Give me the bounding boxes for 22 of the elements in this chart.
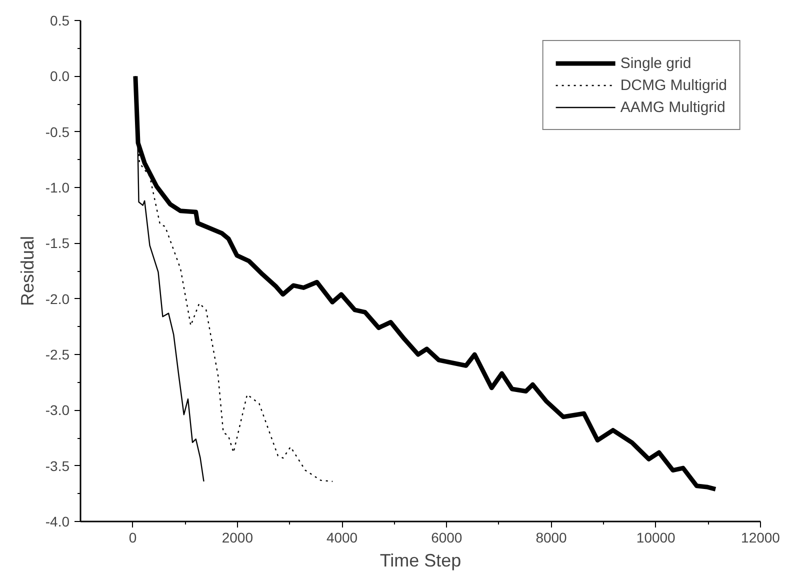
x-tick-label: 0 [128, 530, 137, 546]
x-tick-label: 6000 [431, 530, 462, 546]
y-tick-label: -3.0 [45, 402, 70, 418]
y-tick-label: -0.5 [45, 124, 70, 140]
x-tick-label: 4000 [326, 530, 358, 546]
y-tick-label: -4.0 [45, 514, 70, 530]
y-tick-label: 0.0 [50, 68, 70, 84]
y-tick-label: -1.5 [45, 235, 70, 252]
y-tick-label: -3.5 [45, 458, 70, 474]
y-tick-label: -1.0 [45, 180, 70, 196]
y-tick-label: -2.5 [45, 346, 70, 362]
x-tick-label: 10000 [636, 530, 676, 546]
y-tick-label: -2.0 [45, 290, 70, 307]
legend-label: AAMG Multigrid [620, 98, 726, 116]
y-tick-label: 0.5 [50, 12, 70, 28]
legend-label: DCMG Multigrid [620, 76, 727, 94]
x-tick-label: 8000 [536, 530, 568, 546]
x-tick-label: 2000 [222, 530, 254, 546]
x-tick-label: 12000 [741, 530, 780, 546]
y-axis-title: Residual [17, 236, 38, 306]
legend-label: Single grid [620, 54, 692, 72]
x-axis-title: Time Step [380, 550, 462, 570]
